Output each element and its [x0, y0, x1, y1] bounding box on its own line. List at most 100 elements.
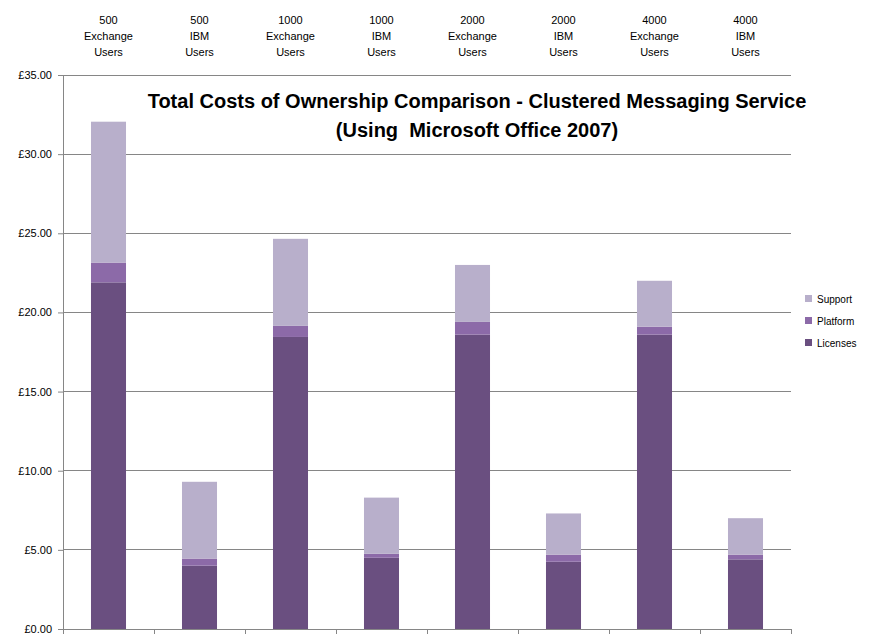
grid-line	[63, 549, 791, 550]
title-line: Total Costs of Ownership Comparison - Cl…	[148, 90, 807, 112]
category-separator	[63, 629, 64, 634]
category-separator	[154, 629, 155, 634]
category-label-line: 500	[190, 14, 208, 26]
title: Total Costs of Ownership Comparison - Cl…	[148, 90, 807, 141]
tick-label: £35.00	[18, 69, 52, 81]
axis-line	[58, 76, 64, 630]
bar	[273, 337, 308, 629]
tick-label: £15.00	[18, 386, 52, 398]
category-label-line: 4000	[642, 14, 666, 26]
legend-label: Licenses	[817, 338, 856, 349]
category-label-line: 1000	[278, 14, 302, 26]
tick-mark	[58, 154, 63, 155]
category-label-line: 4000	[733, 14, 757, 26]
category-label-line: 2000	[460, 14, 484, 26]
bar	[364, 558, 399, 629]
category-label-line: Exchange	[448, 30, 497, 42]
tick-label: £25.00	[18, 227, 52, 239]
category-label: 4000ExchangeUsers	[630, 14, 679, 58]
category-label-line: IBM	[372, 30, 392, 42]
bar	[728, 555, 763, 560]
tick-mark	[58, 233, 63, 234]
tick: £20.00	[18, 306, 63, 318]
series	[91, 263, 763, 566]
category-separator	[518, 629, 519, 634]
tick: £5.00	[24, 544, 63, 556]
category-label-line: IBM	[190, 30, 210, 42]
tick: £30.00	[18, 148, 63, 160]
category-separators	[63, 629, 791, 634]
category-label: 1000 IBM Users	[367, 14, 396, 58]
bar	[91, 282, 126, 629]
tick: £15.00	[18, 386, 63, 398]
category-label: 4000IBMUsers	[731, 14, 760, 58]
category-label-line: Users	[94, 46, 123, 58]
legend-swatch	[805, 295, 812, 302]
bar	[455, 265, 490, 322]
bars	[91, 122, 763, 629]
category-label-line: Users	[640, 46, 669, 58]
grid-line	[63, 233, 791, 234]
category-label-line: 2000	[551, 14, 575, 26]
bar	[273, 239, 308, 326]
category-label-line: 1000	[369, 14, 393, 26]
category-separator	[609, 629, 610, 634]
category-label-line: Users	[367, 46, 396, 58]
bar	[182, 566, 217, 629]
grid-line	[63, 312, 791, 313]
bar	[91, 263, 126, 283]
category-labels: 500 Exchange Users 500 IBM Users 1000 Exchange U…	[84, 14, 760, 58]
category-label-line: Exchange	[266, 30, 315, 42]
bar	[546, 555, 581, 562]
tick-label: £10.00	[18, 465, 52, 477]
series	[91, 122, 763, 559]
category-label: 500 IBM Users	[185, 14, 214, 58]
tick: £0.00	[24, 623, 63, 635]
legend-swatch	[805, 317, 812, 324]
grid	[63, 75, 791, 629]
category-separator	[427, 629, 428, 634]
category-separator	[700, 629, 701, 634]
grid-line	[63, 75, 791, 76]
bar	[91, 122, 126, 263]
grid-line	[63, 470, 791, 471]
bar	[728, 559, 763, 629]
category-label-line: 500	[99, 14, 117, 26]
tick: £25.00	[18, 227, 63, 239]
bar	[546, 562, 581, 629]
bar	[273, 326, 308, 337]
category-label-line: Exchange	[84, 30, 133, 42]
tick-mark	[58, 392, 63, 393]
category-label-line: IBM	[736, 30, 756, 42]
tick-label: £0.00	[24, 623, 52, 635]
tick-mark	[58, 629, 63, 630]
grid-line	[63, 391, 791, 392]
legend-label: Platform	[817, 316, 854, 327]
category-label-line: IBM	[554, 30, 574, 42]
category-label-line: Users	[549, 46, 578, 58]
category-label-line: Users	[185, 46, 214, 58]
category-separator	[245, 629, 246, 634]
bar	[182, 559, 217, 566]
tick-mark	[58, 75, 63, 76]
tick-label: £20.00	[18, 306, 52, 318]
chart: Total Costs of Ownership Comparison - Cl…	[0, 0, 873, 641]
category-label: 1000 Exchange Users	[266, 14, 315, 58]
tick: £35.00	[18, 69, 63, 81]
category-label-line: Users	[276, 46, 305, 58]
grid-line	[63, 154, 791, 155]
category-label: 2000 IBM Users	[549, 14, 578, 58]
category-label: 2000 Exchange Users	[448, 14, 497, 58]
legend: Support Platform Licenses	[805, 294, 856, 349]
bar	[182, 482, 217, 559]
category-label: 500 Exchange Users	[84, 14, 133, 58]
category-separator	[336, 629, 337, 634]
bar	[364, 554, 399, 558]
y-axis: £0.00 £5.00 £10.00 £15.00 £20.00 £25.00 £30.00…	[18, 69, 63, 635]
series	[91, 282, 763, 629]
bar	[546, 513, 581, 554]
legend-label: Support	[817, 294, 852, 305]
bar	[728, 518, 763, 554]
bar	[637, 335, 672, 629]
category-label-line: Users	[458, 46, 487, 58]
